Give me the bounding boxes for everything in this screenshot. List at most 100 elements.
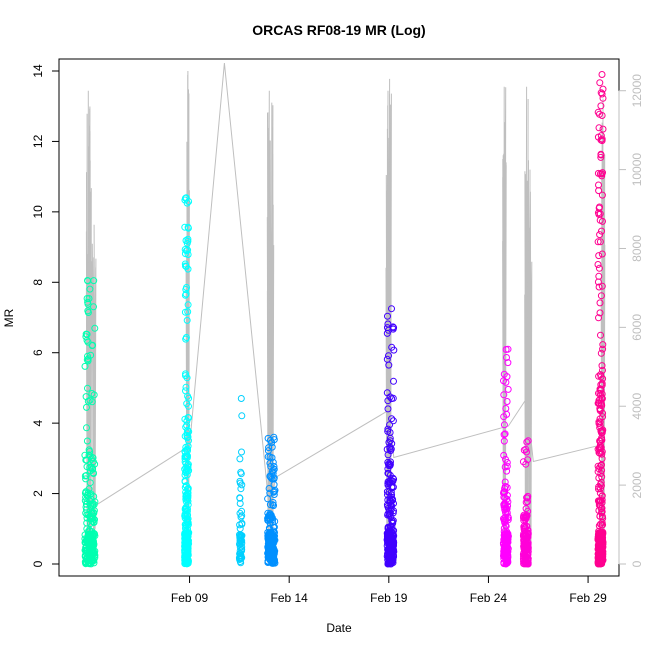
data-point	[594, 445, 602, 453]
data-point	[265, 485, 273, 492]
data-point	[598, 362, 606, 370]
data-point	[597, 132, 605, 140]
data-point	[89, 510, 96, 518]
data-point	[182, 335, 190, 343]
data-point	[264, 553, 272, 561]
data-point	[388, 477, 396, 485]
data-point	[183, 374, 191, 382]
data-point	[84, 489, 92, 497]
data-point	[85, 451, 93, 459]
data-point	[88, 398, 96, 406]
data-point	[390, 377, 397, 385]
data-point	[86, 479, 94, 487]
data-point	[86, 531, 94, 538]
data-point	[500, 431, 508, 439]
series-1	[81, 277, 99, 568]
data-point	[596, 537, 604, 545]
data-point	[84, 309, 92, 316]
data-point	[595, 124, 603, 132]
data-point	[599, 366, 606, 374]
data-point	[268, 439, 276, 447]
data-point	[598, 135, 606, 143]
data-point	[598, 90, 606, 98]
data-point	[596, 489, 604, 497]
altitude-spike	[269, 102, 275, 565]
data-point	[184, 433, 192, 441]
data-point	[82, 333, 90, 341]
data-point	[184, 460, 192, 468]
data-point	[595, 110, 603, 118]
data-point	[87, 351, 95, 359]
data-point	[267, 511, 275, 519]
data-point	[500, 421, 508, 429]
data-point	[500, 552, 507, 560]
data-point	[269, 499, 277, 506]
series-6	[499, 345, 512, 568]
data-point	[82, 544, 90, 551]
data-point	[386, 461, 394, 469]
y-tick-label: 0	[31, 560, 45, 567]
data-point	[82, 475, 90, 483]
data-point	[598, 499, 606, 507]
data-point	[594, 238, 602, 246]
data-point	[270, 481, 278, 489]
data-point	[386, 421, 394, 429]
data-point	[384, 427, 392, 435]
data-point	[521, 514, 529, 522]
data-point	[599, 169, 606, 177]
data-point	[595, 449, 603, 457]
data-point	[599, 125, 607, 133]
data-point	[237, 470, 245, 478]
data-point	[503, 410, 511, 418]
data-point	[264, 447, 272, 455]
data-point	[270, 465, 278, 473]
data-point	[501, 518, 509, 526]
data-point	[269, 467, 277, 474]
data-point	[182, 521, 189, 529]
data-point	[83, 336, 91, 344]
x-tick-label: Feb 09	[171, 591, 209, 605]
data-point	[598, 394, 606, 402]
data-point	[595, 314, 602, 322]
data-point	[596, 231, 604, 239]
data-point	[500, 451, 508, 459]
series-5	[383, 305, 398, 568]
y2-tick-label: 2000	[630, 471, 644, 498]
data-point	[384, 312, 391, 320]
data-point	[238, 481, 246, 489]
data-point	[238, 412, 246, 420]
data-point	[388, 305, 395, 313]
data-point	[504, 359, 512, 367]
data-point	[236, 521, 244, 529]
data-point	[82, 472, 90, 479]
data-point	[501, 533, 509, 541]
y-tick-label: 8	[31, 279, 45, 286]
data-point	[89, 540, 96, 548]
data-point	[598, 71, 606, 78]
y-axis-label: MR	[2, 308, 16, 327]
data-point	[90, 303, 97, 311]
data-point	[387, 535, 395, 543]
data-point	[390, 346, 398, 354]
data-point	[90, 277, 98, 285]
data-point	[385, 352, 392, 360]
data-point	[503, 354, 510, 361]
altitude-track	[85, 63, 606, 565]
y-tick-label: 4	[31, 419, 45, 426]
data-point	[598, 227, 605, 235]
data-point	[384, 469, 392, 477]
data-point	[183, 400, 191, 408]
data-point	[181, 260, 189, 268]
data-point	[385, 528, 393, 535]
data-point	[502, 346, 510, 353]
x-tick-label: Feb 24	[470, 591, 508, 605]
data-point	[524, 555, 532, 562]
data-point	[503, 495, 511, 503]
chart-title: ORCAS RF08-19 MR (Log)	[252, 22, 425, 38]
y-tick-label: 12	[31, 134, 45, 148]
data-point	[183, 417, 191, 425]
data-point	[83, 356, 91, 364]
data-point	[523, 448, 530, 456]
data-point	[502, 541, 510, 549]
data-point	[83, 437, 91, 445]
